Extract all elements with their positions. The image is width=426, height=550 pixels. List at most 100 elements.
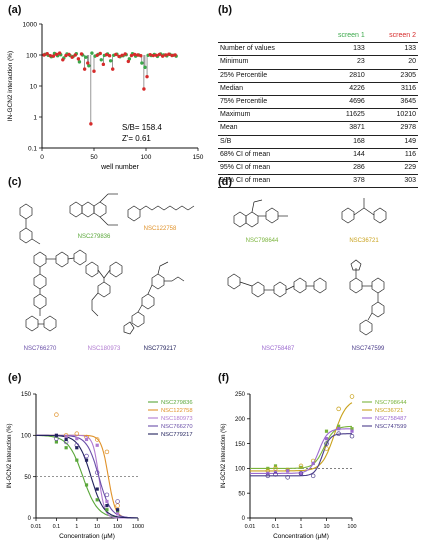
- x-tick-label: 50: [90, 154, 98, 161]
- data-point-nsc747599: [310, 473, 316, 479]
- data-point-screen-2: [167, 52, 171, 56]
- table-row-label: Mean: [218, 121, 316, 136]
- data-point-screen-2: [145, 74, 149, 79]
- dose-response-chart-f: 0 50 100 150 200 250 0.01 0.1 1 10 100 Concentratio…: [221, 392, 407, 540]
- x-tick-label: 1000: [132, 524, 144, 530]
- structures-panel-c: NSC279836 NSC122758 NSC766270 NSC180973 NSC7…: [19, 193, 195, 352]
- data-point-nsc180973: [84, 437, 89, 442]
- data-point-nsc279836: [116, 509, 120, 513]
- data-point-screen-2: [148, 53, 152, 57]
- data-point-screen-2: [154, 53, 159, 57]
- structure-nsc747599: [349, 259, 385, 336]
- data-point-screen-1: [108, 59, 113, 63]
- data-point-screen-2: [98, 51, 102, 56]
- compound-label-nsc279836: NSC279836: [78, 234, 111, 240]
- scatter-chart-a: 0.1 1 10 100 1000 0 50 100 150 well number IN-GCN2…: [7, 22, 204, 172]
- y-tick-label: 0: [242, 516, 246, 522]
- table-cell: 11625: [315, 108, 367, 123]
- compound-label-nsc747599: NSC747599: [352, 346, 385, 352]
- data-point-screen-2: [45, 52, 49, 56]
- compound-label-nsc798644: NSC798644: [246, 238, 279, 244]
- data-point-screen-2: [61, 58, 65, 62]
- table-row: 68% CI of mean 144 116: [218, 148, 418, 163]
- table-cell: 3871: [315, 121, 367, 136]
- table-cell: 2305: [366, 69, 418, 83]
- data-point-nsc122758: [115, 503, 120, 508]
- data-point-nsc122758: [74, 431, 80, 436]
- x-tick-label: 1: [299, 524, 302, 530]
- table-cell: 3645: [366, 95, 418, 110]
- table-cell: 133: [366, 42, 418, 57]
- curve-nsc766270: [36, 434, 138, 519]
- y-tick-label: 200: [235, 417, 246, 423]
- table-cell: 149: [366, 135, 418, 149]
- table-row-label: S/B: [218, 135, 316, 149]
- data-point-nsc758487: [337, 427, 341, 431]
- data-point-screen-1: [90, 51, 94, 55]
- x-tick-label: 150: [193, 154, 204, 161]
- curve-nsc747599: [250, 433, 352, 477]
- legend-label-nsc279836: NSC279836: [161, 400, 193, 406]
- structure-nsc122758: [127, 205, 195, 222]
- curve-nsc279836: [36, 434, 139, 519]
- table-cell: 20: [366, 55, 418, 70]
- data-point-nsc180973: [75, 437, 79, 441]
- data-point-nsc36721: [349, 394, 355, 399]
- dose-response-chart-e: 0 50 100 150 0.01 0.1 1 10 100 1000 Concentration …: [7, 392, 193, 540]
- table-cell: 3116: [366, 82, 418, 97]
- table-row-label: 99% CI of mean: [218, 174, 316, 189]
- panel-label-e: (e): [8, 372, 22, 384]
- data-point-nsc279836: [105, 508, 109, 512]
- statistics-table: screen 1 screen 2 Number of values 133 133…: [218, 30, 418, 189]
- z-annotation: Z'= 0.61: [122, 134, 151, 143]
- compound-label-nsc766270: NSC766270: [24, 346, 57, 352]
- data-point-screen-2: [120, 53, 124, 57]
- data-point-nsc779217: [95, 487, 99, 491]
- data-point-nsc798644: [337, 424, 341, 428]
- table-header-row: screen 1 screen 2: [218, 30, 418, 44]
- x-tick-label: 10: [323, 524, 329, 530]
- data-point-nsc279836: [84, 483, 89, 487]
- y-tick-label: 0: [28, 516, 32, 522]
- data-point-screen-2: [73, 53, 77, 57]
- table-header-blank: [218, 30, 316, 44]
- compound-label-nsc36721: NSC36721: [349, 238, 379, 244]
- y-tick-label: 10: [30, 84, 38, 91]
- table-row-label: 25% Percentile: [218, 69, 316, 83]
- data-point-nsc747599: [349, 433, 355, 439]
- data-point-screen-2: [173, 53, 177, 57]
- legend-label-nsc798644: NSC798644: [375, 400, 407, 406]
- x-axis-label: well number: [100, 164, 139, 171]
- table-header-screen2: screen 2: [366, 30, 418, 44]
- data-point-screen-2: [42, 53, 46, 57]
- data-point-nsc279836: [95, 498, 99, 502]
- data-point-screen-1: [77, 60, 82, 64]
- data-point-screen-1: [127, 57, 132, 61]
- data-point-screen-2: [139, 53, 143, 58]
- table-cell: 116: [366, 148, 418, 163]
- panel-label-b: (b): [218, 4, 233, 16]
- data-point-nsc779217: [84, 458, 89, 462]
- structures-panel-d: NSC798644 NSC36721 NSC758487 NSC747599: [227, 198, 387, 352]
- x-tick-label: 0.01: [31, 524, 42, 530]
- data-point-screen-2: [170, 53, 174, 58]
- data-point-screen-2: [67, 52, 71, 57]
- data-point-screen-2: [123, 52, 127, 56]
- data-point-screen-2: [132, 52, 137, 57]
- data-point-screen-2: [117, 54, 121, 59]
- y-axis-label: IN-GCN2 interaction (%): [7, 51, 14, 121]
- y-tick-label: 100: [21, 434, 32, 440]
- table-cell: 168: [315, 135, 367, 149]
- table-row: 99% CI of mean 378 303: [218, 174, 418, 189]
- compound-label-nsc122758: NSC122758: [144, 226, 177, 232]
- y-tick-label: 1000: [23, 22, 38, 29]
- data-point-nsc36721: [324, 446, 329, 451]
- data-point-nsc798644: [350, 427, 354, 431]
- data-point-nsc779217: [75, 446, 79, 450]
- data-point-screen-1: [140, 61, 144, 65]
- table-row: Maximum 11625 10210: [218, 108, 418, 123]
- structure-nsc798644: [233, 199, 288, 228]
- y-tick-label: 150: [21, 392, 32, 398]
- structure-nsc279836: [69, 193, 118, 226]
- table-row: 25% Percentile 2810 2305: [218, 69, 418, 83]
